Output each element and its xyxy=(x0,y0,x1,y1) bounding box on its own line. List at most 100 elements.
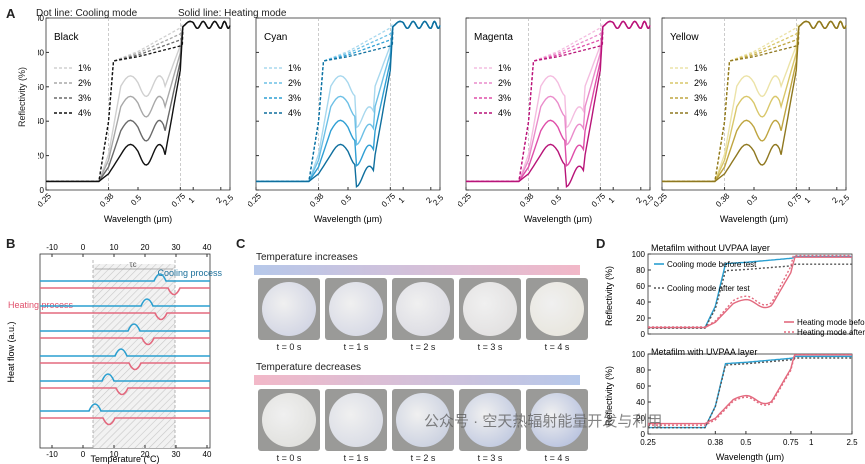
time-caption: t = 1 s xyxy=(343,342,369,352)
dsc-top-tick: 10 xyxy=(110,243,119,252)
cooling-curve-1 xyxy=(256,20,441,183)
tc-annotation: τc xyxy=(129,260,136,269)
d-ytick: 0 xyxy=(641,330,646,339)
xtick-label: 0.5 xyxy=(339,193,354,208)
d-ytick: 0 xyxy=(641,430,646,439)
d-ytick: 60 xyxy=(636,282,645,291)
cooling-curve-1 xyxy=(466,20,651,183)
xtick-label: 0.25 xyxy=(458,191,473,209)
reflectivity-curve xyxy=(648,263,852,329)
panel-b-dsc-chart: τc Cooling process Heating process -10 0 1… xyxy=(6,243,222,464)
cooling-curve-2 xyxy=(466,20,651,183)
xtick-label: 2.5 xyxy=(221,193,236,208)
sample-photo xyxy=(459,278,521,340)
time-caption: t = 1 s xyxy=(343,453,369,463)
sample-photo xyxy=(325,389,387,451)
d-xtick: 0.38 xyxy=(708,438,724,447)
reflectivity-curve xyxy=(648,254,852,328)
d-xtick: 0.75 xyxy=(783,438,799,447)
cooling-curve-4 xyxy=(46,20,231,183)
metafilm-disk xyxy=(329,393,383,447)
panel-d-curves xyxy=(648,254,852,429)
time-caption: t = 4 s xyxy=(544,342,570,352)
time-caption: t = 3 s xyxy=(477,453,503,463)
xtick-label: 1 xyxy=(607,195,617,205)
legend-label: 1% xyxy=(78,63,91,73)
metafilm-disk xyxy=(396,393,450,447)
legend-label: 2% xyxy=(78,78,91,88)
xtick-label: 0.38 xyxy=(714,191,732,209)
cooling-curve-2 xyxy=(662,20,847,183)
heating-trace xyxy=(40,312,210,321)
metafilm-disk xyxy=(463,393,517,447)
xtick-label: 0.5 xyxy=(745,193,760,208)
heating-trace xyxy=(40,387,210,396)
sample-photo xyxy=(459,389,521,451)
d-ytick: 100 xyxy=(632,350,646,359)
time-caption: t = 2 s xyxy=(410,453,436,463)
xtick-label: 2 xyxy=(424,195,434,205)
panel-a-ylabel: Reflectivity (%) xyxy=(17,67,27,128)
dsc-bottom-tick: 10 xyxy=(110,450,119,459)
heating-curve-2 xyxy=(256,20,441,183)
reflectivity-curve xyxy=(648,256,852,329)
cooling-process-label: Cooling process xyxy=(157,268,222,278)
xtick-label: 1 xyxy=(397,195,407,205)
d-ytick: 20 xyxy=(636,414,645,423)
panel-d-ylabel-top: Reflectivity (%) xyxy=(604,266,614,326)
cooling-curve-4 xyxy=(256,20,441,183)
cooling-curve-4 xyxy=(466,20,651,183)
dsc-top-tick: 40 xyxy=(203,243,212,252)
legend-label: Heating mode after test xyxy=(797,328,865,337)
xtick-label: 0.75 xyxy=(590,191,608,209)
dsc-top-tick: 20 xyxy=(141,243,150,252)
panel-letter-c: C xyxy=(236,236,246,251)
heating-trace xyxy=(40,417,210,426)
xtick-label: 2 xyxy=(830,195,840,205)
watermark: 公众号 · 空天热辐射能量开发与利用 xyxy=(424,413,663,430)
heating-curve-3 xyxy=(256,20,441,183)
xtick-label: 2.5 xyxy=(431,193,446,208)
chart-title: Magenta xyxy=(474,32,513,43)
dsc-bottom-tick: 0 xyxy=(81,450,86,459)
heating-curve-2 xyxy=(662,20,847,183)
heating-curve-3 xyxy=(662,20,847,183)
legend-label: 1% xyxy=(288,63,301,73)
ytick-label: 40 xyxy=(38,117,45,126)
metafilm-disk xyxy=(262,393,316,447)
d-xtick: 2.5 xyxy=(846,438,858,447)
sample-photo xyxy=(325,278,387,340)
legend-label: 4% xyxy=(78,108,91,118)
ytick-label: 0 xyxy=(40,186,45,195)
xtick-label: 0.38 xyxy=(308,191,326,209)
sample-photo xyxy=(258,389,320,451)
dsc-top-tick: -10 xyxy=(46,243,58,252)
heating-curve-1 xyxy=(662,20,847,183)
legend-label: 4% xyxy=(694,108,707,118)
panel-letter-d: D xyxy=(596,236,606,251)
xlabel: Wavelength (μm) xyxy=(524,214,592,224)
panel-d-chart: Metafilm without UVPAA layer Metafilm wi… xyxy=(604,243,865,462)
d-ytick: 40 xyxy=(636,398,645,407)
heating-curve-3 xyxy=(466,20,651,183)
cooling-trace xyxy=(40,273,210,282)
xlabel: Wavelength (μm) xyxy=(720,214,788,224)
metafilm-disk xyxy=(463,282,517,336)
panel-d-xlabel: Wavelength (μm) xyxy=(716,452,784,462)
chart-title: Cyan xyxy=(264,32,287,43)
ytick-label: 80 xyxy=(38,48,45,57)
xtick-label: 2 xyxy=(214,195,224,205)
cooling-curve-1 xyxy=(662,20,847,183)
heating-trace xyxy=(40,362,210,371)
heating-curve-4 xyxy=(662,20,847,183)
reflectivity-curve xyxy=(648,355,852,429)
cooling-trace xyxy=(40,298,210,307)
legend-label: 1% xyxy=(694,63,707,73)
panel-d-legend: Cooling mode before test Cooling mode aft… xyxy=(654,260,865,337)
d-ytick: 80 xyxy=(636,366,645,375)
panel-d-bottom-title: Metafilm with UVPAA layer xyxy=(651,347,757,357)
spectral-chart-black: Black1%2%3%4%0204060801000.250.380.50.75… xyxy=(38,14,236,224)
d-xtick: 0.25 xyxy=(640,438,656,447)
d-ytick: 80 xyxy=(636,266,645,275)
cooling-curve-2 xyxy=(46,20,231,183)
